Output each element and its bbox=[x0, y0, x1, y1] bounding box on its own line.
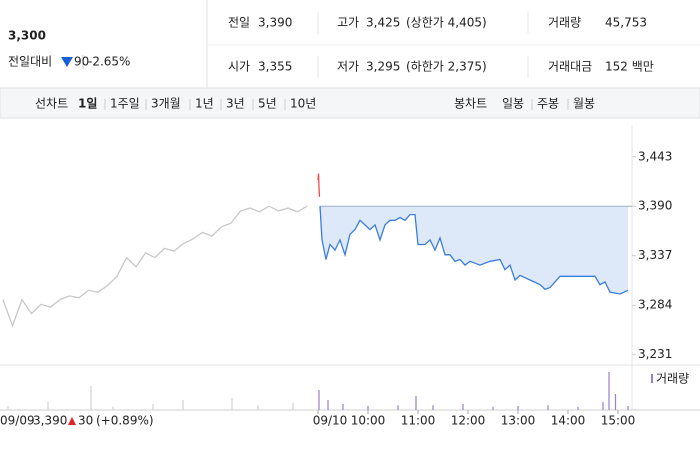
prev-price: 3,390 bbox=[33, 414, 67, 428]
volume-bar bbox=[492, 406, 494, 410]
change: 90 bbox=[74, 55, 89, 69]
stat-label: 거래대금 bbox=[548, 60, 592, 74]
stat-value: 3,355 bbox=[258, 60, 292, 74]
stat-note: (하한가 2,375) bbox=[406, 60, 487, 74]
price-line bbox=[2, 205, 308, 328]
x-tick-label: 14:00 bbox=[551, 414, 586, 428]
tab[interactable]: 월봉 bbox=[573, 97, 595, 111]
volume-bar bbox=[257, 405, 259, 410]
volume-bar bbox=[432, 405, 434, 410]
tab-bar bbox=[0, 87, 700, 119]
tab[interactable]: 1년 bbox=[195, 97, 214, 111]
volume-bar bbox=[318, 390, 320, 410]
stat-label: 고가 bbox=[337, 16, 359, 30]
volume-bar bbox=[152, 404, 154, 410]
prev-date: 09/09 bbox=[0, 414, 35, 428]
up-arrow bbox=[68, 417, 76, 425]
volume-bar bbox=[292, 402, 294, 410]
volume-bar bbox=[231, 398, 233, 410]
tab[interactable]: 5년 bbox=[258, 97, 277, 111]
stat-value: 45,753 bbox=[605, 16, 647, 30]
prev-change-pct: (+0.89%) bbox=[96, 414, 154, 428]
stat-note: (상한가 4,405) bbox=[406, 16, 487, 30]
volume-bar bbox=[415, 396, 417, 410]
volume-bar bbox=[577, 406, 579, 410]
volume-bar bbox=[608, 372, 610, 410]
prev-change: 30 bbox=[78, 414, 93, 428]
volume-bar bbox=[397, 405, 399, 410]
volume-bar bbox=[47, 402, 49, 410]
tab[interactable]: 10년 bbox=[290, 97, 316, 111]
x-tick-label: 09/10 bbox=[313, 414, 348, 428]
x-tick-label: 11:00 bbox=[401, 414, 436, 428]
volume-bar bbox=[517, 406, 519, 410]
price-line bbox=[319, 206, 629, 295]
volume-bar bbox=[462, 404, 464, 410]
volume-bar bbox=[327, 400, 329, 410]
legend-label: 거래량 bbox=[656, 372, 689, 386]
area-fill bbox=[320, 206, 628, 294]
x-tick-label: 13:00 bbox=[501, 414, 536, 428]
tab[interactable]: 1주일 bbox=[110, 97, 140, 111]
change-pct: -2.65% bbox=[88, 55, 130, 69]
tab-group-label: 봉차트 bbox=[454, 97, 487, 111]
x-tick-label: 15:00 bbox=[601, 414, 636, 428]
tab[interactable]: 주봉 bbox=[537, 97, 559, 111]
volume-bar bbox=[602, 402, 604, 410]
down-arrow bbox=[61, 57, 73, 67]
volume-bar bbox=[7, 406, 9, 410]
volume-bar bbox=[342, 404, 344, 410]
stat-label: 전일 bbox=[228, 16, 250, 30]
y-tick-label: 3,443 bbox=[638, 149, 672, 163]
stat-value: 3,295 bbox=[366, 60, 400, 74]
tab-group-label: 선차트 bbox=[35, 97, 68, 111]
volume-bar bbox=[182, 400, 184, 410]
current-price: 3,300 bbox=[8, 29, 46, 43]
y-tick-label: 3,231 bbox=[638, 347, 672, 361]
volume-bar bbox=[614, 394, 617, 410]
stat-label: 저가 bbox=[337, 60, 359, 74]
stat-label: 시가 bbox=[228, 60, 250, 74]
tab[interactable]: 일봉 bbox=[502, 97, 524, 111]
stat-value: 3,425 bbox=[366, 16, 400, 30]
stat-label: 거래량 bbox=[548, 16, 581, 30]
volume-bar bbox=[112, 406, 114, 410]
x-tick-label: 10:00 bbox=[351, 414, 386, 428]
volume-bar bbox=[627, 406, 629, 410]
tab[interactable]: 3개월 bbox=[151, 97, 181, 111]
stat-value: 152 백만 bbox=[605, 60, 654, 74]
change-label: 전일대비 bbox=[8, 55, 52, 69]
volume-bar bbox=[90, 386, 92, 410]
volume-bar bbox=[367, 406, 369, 410]
y-tick-label: 3,390 bbox=[638, 199, 672, 213]
stat-value: 3,390 bbox=[258, 16, 292, 30]
y-tick-label: 3,337 bbox=[638, 248, 672, 262]
price-line bbox=[317, 173, 321, 197]
x-tick-label: 12:00 bbox=[451, 414, 486, 428]
tab[interactable]: 3년 bbox=[226, 97, 245, 111]
y-tick-label: 3,284 bbox=[638, 298, 672, 312]
tab[interactable]: 1일 bbox=[78, 97, 97, 111]
volume-bar bbox=[547, 405, 549, 410]
legend-marker bbox=[651, 374, 653, 383]
